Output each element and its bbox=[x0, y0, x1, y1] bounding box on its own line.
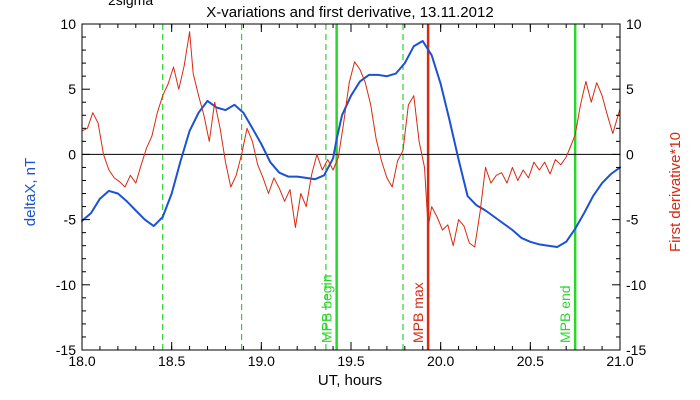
right-y-tick-label: -15 bbox=[626, 342, 646, 358]
left-y-tick-label: 10 bbox=[60, 16, 76, 32]
left-y-tick-label: -5 bbox=[64, 212, 77, 228]
x-tick-label: 19.0 bbox=[248, 353, 275, 369]
left-y-tick-label: -15 bbox=[56, 342, 76, 358]
x-tick-label: 19.5 bbox=[337, 353, 364, 369]
series-group bbox=[81, 31, 621, 248]
right-y-tick-label: 5 bbox=[626, 81, 634, 97]
right-y-tick-label: -10 bbox=[626, 277, 646, 293]
x-tick-label: 21.0 bbox=[606, 353, 633, 369]
right-axis-title: First derivative*10 bbox=[667, 132, 684, 252]
x-tick-label: 18.0 bbox=[68, 353, 95, 369]
marker-group: MPB begin MPB max MPB end bbox=[162, 24, 577, 350]
right-y-tick-label: -5 bbox=[626, 212, 639, 228]
mpb-marker-label: MPB max bbox=[410, 282, 426, 343]
x-tick-label: 20.5 bbox=[517, 353, 544, 369]
right-y-tick-label: 10 bbox=[626, 16, 642, 32]
left-y-tick-label: 5 bbox=[68, 81, 76, 97]
derivative-line bbox=[81, 31, 621, 248]
x-tick-label: 20.0 bbox=[427, 353, 454, 369]
left-axis-title: deltaX, nT bbox=[22, 158, 39, 226]
left-y-tick-label: -10 bbox=[56, 277, 76, 293]
axis-ticks-group: 18.0 18.5 19.0 19.5 20.0 20.5 21.0 10 10 5 5 0 0 -5 -5… bbox=[56, 16, 647, 369]
x-axis-title: UT, hours bbox=[318, 372, 382, 389]
mpb-marker-label: MPB end bbox=[557, 285, 573, 343]
x-tick-label: 18.5 bbox=[158, 353, 185, 369]
mpb-marker-label: MPB begin bbox=[319, 275, 335, 343]
corner-label: 2sigma bbox=[108, 0, 153, 8]
chart-title: X-variations and first derivative, 13.11… bbox=[206, 4, 493, 21]
right-y-tick-label: 0 bbox=[626, 146, 634, 162]
left-y-tick-label: 0 bbox=[68, 146, 76, 162]
